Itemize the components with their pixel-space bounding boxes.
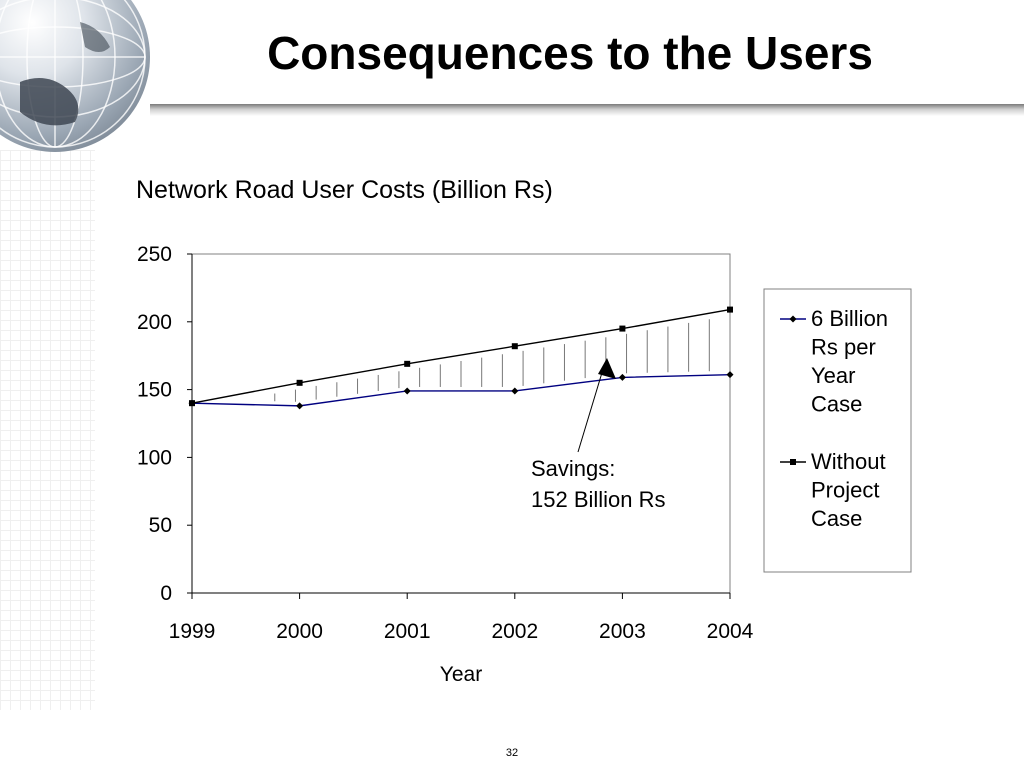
savings-annotation-text: 152 Billion Rs <box>531 487 666 512</box>
data-point-series-1 <box>618 373 626 381</box>
savings-arrow-line <box>577 365 605 453</box>
legend-label-series-1: 6 Billion <box>811 306 888 331</box>
y-tick-label: 250 <box>137 243 172 266</box>
x-tick-label: 2002 <box>491 620 538 643</box>
legend-label-series-1: Case <box>811 392 862 417</box>
page-number: 32 <box>505 747 519 759</box>
data-point-series-2 <box>296 379 303 386</box>
y-tick-label: 100 <box>137 446 172 469</box>
data-point-series-2 <box>727 306 733 313</box>
y-tick-label: 50 <box>149 514 172 537</box>
savings-annotation-text: Savings: <box>531 456 615 481</box>
plot-area-frame <box>191 253 731 594</box>
data-point-series-2 <box>511 343 518 350</box>
x-tick-label: 2003 <box>599 620 646 643</box>
legend-label-series-2: Project <box>811 478 879 503</box>
data-point-series-2 <box>189 400 195 407</box>
legend-marker-1 <box>789 315 797 323</box>
x-tick-label: 2004 <box>707 620 754 643</box>
series-line-2 <box>191 308 731 404</box>
data-point-series-1 <box>726 371 734 379</box>
data-point-series-1 <box>403 387 411 395</box>
data-point-series-2 <box>619 325 626 332</box>
data-point-series-2 <box>404 360 411 367</box>
legend-box <box>763 288 912 573</box>
legend-marker-2 <box>790 459 796 465</box>
title-divider <box>150 104 1024 116</box>
y-tick-label: 200 <box>137 311 172 334</box>
legend-label-series-1: Year <box>811 363 855 388</box>
series-line-1 <box>191 373 731 407</box>
y-tick-label: 0 <box>160 582 172 605</box>
x-tick-label: 2000 <box>276 620 323 643</box>
slide-title: Consequences to the Users <box>267 27 873 79</box>
background-grid-pattern <box>0 150 95 710</box>
data-point-series-1 <box>511 387 519 395</box>
x-axis-label: Year <box>440 663 482 686</box>
data-point-series-1 <box>296 402 304 410</box>
line-chart: 0 50 100 150 200 250 1999 2000 2001 2002 2003 2004 Y… <box>137 243 912 686</box>
legend-label-series-2: Case <box>811 506 862 531</box>
savings-arrowhead <box>598 358 616 379</box>
x-tick-label: 1999 <box>169 620 216 643</box>
chart-title: Network Road User Costs (Billion Rs) <box>136 176 553 204</box>
legend-label-series-2: Without <box>811 449 886 474</box>
x-tick-label: 2001 <box>384 620 431 643</box>
y-tick-label: 150 <box>137 379 172 402</box>
legend-label-series-1: Rs per <box>811 335 876 360</box>
globe-logo <box>0 0 150 152</box>
